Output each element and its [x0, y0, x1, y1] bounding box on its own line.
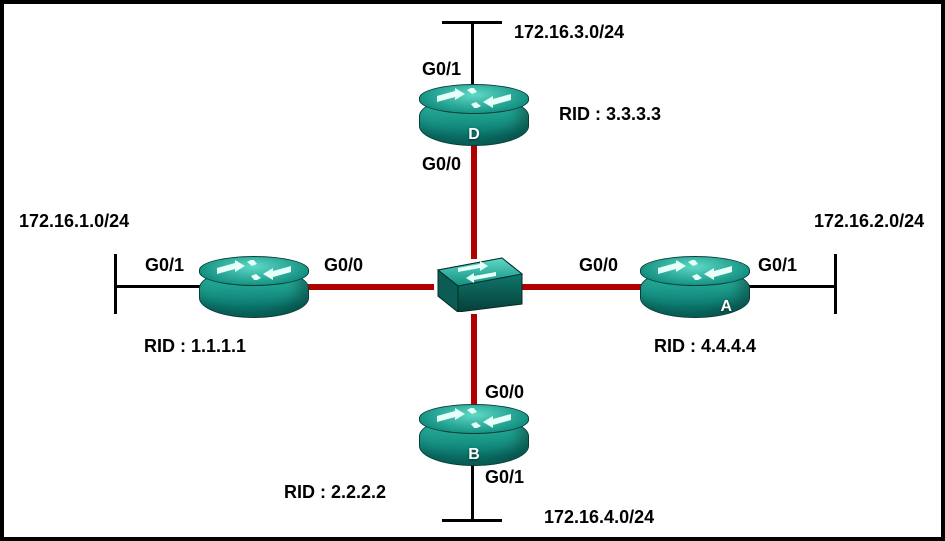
router-bottom-label: B — [419, 446, 529, 464]
rid-right: RID : 4.4.4.4 — [654, 336, 756, 357]
rid-bottom: RID : 2.2.2.2 — [284, 482, 386, 503]
topology-canvas: A D B 172.16.3.0/24 1 — [0, 0, 945, 541]
lan-right-stub — [746, 285, 836, 288]
net-left-label: 172.16.1.0/24 — [19, 211, 129, 232]
router-bottom-icon: B — [419, 404, 529, 466]
if-top-out: G0/1 — [422, 59, 461, 80]
lan-bottom-stub — [471, 461, 474, 521]
switch-icon — [424, 252, 524, 312]
if-bottom-in: G0/0 — [485, 382, 524, 403]
if-right-out: G0/1 — [758, 255, 797, 276]
link-top — [471, 134, 477, 259]
link-bottom — [471, 314, 477, 414]
if-top-in: G0/0 — [422, 154, 461, 175]
if-bottom-out: G0/1 — [485, 467, 524, 488]
router-right-label: A — [640, 298, 750, 316]
lan-top-stub — [471, 21, 474, 91]
if-left-in: G0/0 — [324, 255, 363, 276]
router-left-icon — [199, 256, 309, 318]
net-top-label: 172.16.3.0/24 — [514, 22, 624, 43]
link-left — [304, 284, 434, 290]
lan-right-bar — [834, 254, 837, 314]
link-right — [514, 284, 644, 290]
router-top-label: D — [419, 126, 529, 144]
if-right-in: G0/0 — [579, 255, 618, 276]
net-bottom-label: 172.16.4.0/24 — [544, 507, 654, 528]
net-right-label: 172.16.2.0/24 — [814, 211, 924, 232]
router-right-icon: A — [640, 256, 750, 318]
rid-top: RID : 3.3.3.3 — [559, 104, 661, 125]
lan-left-stub — [114, 285, 204, 288]
if-left-out: G0/1 — [145, 255, 184, 276]
rid-left: RID : 1.1.1.1 — [144, 336, 246, 357]
router-top-icon: D — [419, 84, 529, 146]
lan-left-bar — [114, 254, 117, 314]
